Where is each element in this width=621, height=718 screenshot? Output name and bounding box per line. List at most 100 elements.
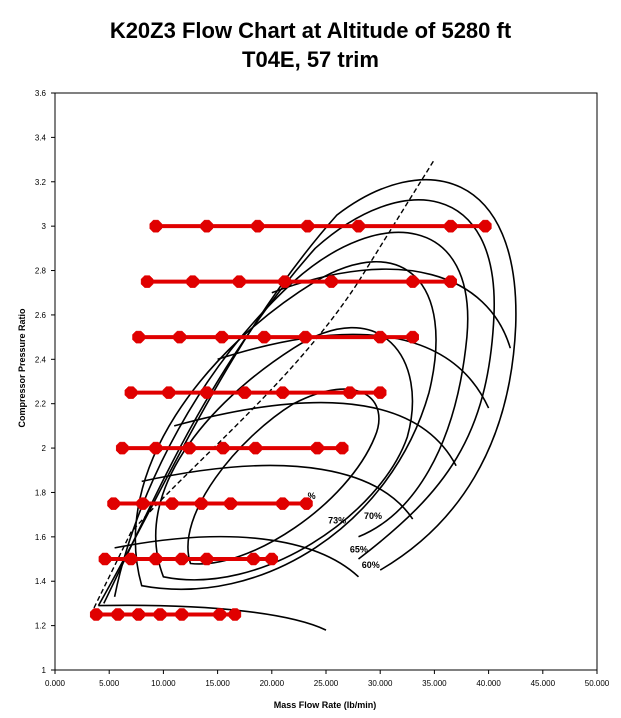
- data-point: [336, 441, 349, 455]
- data-point: [444, 275, 457, 288]
- speed-line: [141, 464, 414, 520]
- data-point: [175, 552, 189, 566]
- x-tick-label: 50.000: [585, 679, 610, 688]
- x-tick-label: 35.000: [422, 679, 447, 688]
- efficiency-label: %: [308, 491, 316, 501]
- data-point: [343, 386, 357, 399]
- x-axis-label: Mass Flow Rate (lb/min): [274, 700, 377, 710]
- x-tick-label: 5.000: [99, 679, 120, 688]
- y-tick-label: 1.6: [35, 533, 47, 542]
- y-tick-label: 2.6: [35, 311, 47, 320]
- data-point: [200, 386, 214, 399]
- chart-title: K20Z3 Flow Chart at Altitude of 5280 ft: [109, 18, 512, 43]
- data-point: [200, 552, 214, 566]
- data-point: [98, 552, 112, 566]
- data-point: [153, 608, 167, 621]
- data-point: [247, 552, 260, 566]
- data-point: [224, 497, 237, 510]
- data-point: [257, 330, 271, 344]
- efficiency-label: 70%: [364, 511, 382, 521]
- y-tick-label: 3: [42, 222, 47, 231]
- data-point: [173, 330, 186, 344]
- x-tick-label: 20.000: [260, 679, 285, 688]
- data-point: [301, 219, 314, 233]
- data-point: [162, 386, 176, 399]
- x-tick-label: 25.000: [314, 679, 339, 688]
- y-tick-label: 2.2: [35, 400, 47, 409]
- data-point: [149, 219, 163, 233]
- data-point: [479, 219, 492, 233]
- data-point: [216, 441, 230, 455]
- y-tick-label: 2.4: [35, 355, 47, 364]
- data-point: [107, 497, 120, 510]
- data-point: [276, 386, 289, 399]
- data-point: [249, 441, 262, 455]
- data-point: [444, 219, 457, 233]
- speed-line: [114, 535, 360, 578]
- data-point: [89, 608, 103, 621]
- chart-subtitle: T04E, 57 trim: [242, 47, 379, 72]
- x-tick-label: 0.000: [45, 679, 66, 688]
- data-point: [140, 275, 154, 288]
- x-tick-label: 15.000: [205, 679, 230, 688]
- y-tick-label: 2: [42, 444, 47, 453]
- data-point: [132, 330, 145, 344]
- data-point: [406, 330, 419, 344]
- data-point: [325, 275, 338, 288]
- y-tick-label: 1.8: [35, 488, 47, 497]
- efficiency-island-inner: [187, 388, 380, 565]
- data-point: [195, 497, 208, 510]
- x-tick-label: 30.000: [368, 679, 393, 688]
- y-tick-label: 3.4: [35, 133, 47, 142]
- y-axis-label: Compressor Pressure Ratio: [17, 308, 27, 428]
- data-point: [186, 275, 199, 288]
- data-point: [200, 219, 214, 233]
- data-point: [373, 330, 387, 344]
- data-point: [183, 441, 196, 455]
- x-tick-label: 10.000: [151, 679, 176, 688]
- data-point: [215, 330, 229, 344]
- y-tick-label: 1: [42, 666, 47, 675]
- plot-area: [54, 92, 598, 671]
- data-point: [276, 497, 289, 510]
- data-point: [115, 441, 129, 455]
- data-point: [124, 386, 138, 399]
- speed-line: [98, 604, 327, 631]
- y-tick-label: 1.2: [35, 622, 47, 631]
- data-point: [311, 441, 324, 455]
- data-point: [228, 608, 242, 621]
- efficiency-island-70: [113, 231, 469, 597]
- x-tick-label: 40.000: [476, 679, 501, 688]
- data-point: [300, 497, 313, 510]
- surge-line: [93, 159, 435, 609]
- efficiency-label: 73%: [328, 516, 346, 526]
- efficiency-label: 60%: [362, 560, 380, 570]
- y-tick-label: 3.2: [35, 178, 47, 187]
- data-point: [251, 219, 264, 233]
- compressor-map-lines: % 73% 70% 65% 60%: [93, 159, 517, 631]
- data-point: [352, 219, 365, 233]
- speed-line: [173, 401, 457, 467]
- y-tick-label: 1.4: [35, 577, 47, 586]
- efficiency-island-60: [97, 178, 517, 606]
- data-point: [238, 386, 251, 399]
- data-point: [111, 608, 125, 621]
- data-point: [149, 441, 163, 455]
- y-tick-label: 2.8: [35, 267, 47, 276]
- data-point: [265, 552, 279, 566]
- data-point: [213, 608, 227, 621]
- speed-line: [271, 268, 512, 349]
- data-point: [175, 608, 189, 621]
- data-point: [124, 552, 138, 566]
- data-point: [233, 275, 246, 288]
- data-point: [299, 330, 312, 344]
- data-point: [278, 275, 292, 288]
- y-tick-label: 3.6: [35, 89, 47, 98]
- efficiency-label: 65%: [350, 544, 368, 554]
- data-point: [373, 386, 387, 399]
- data-point: [165, 497, 179, 510]
- x-tick-label: 45.000: [531, 679, 556, 688]
- data-point: [132, 608, 145, 621]
- data-point: [406, 275, 419, 288]
